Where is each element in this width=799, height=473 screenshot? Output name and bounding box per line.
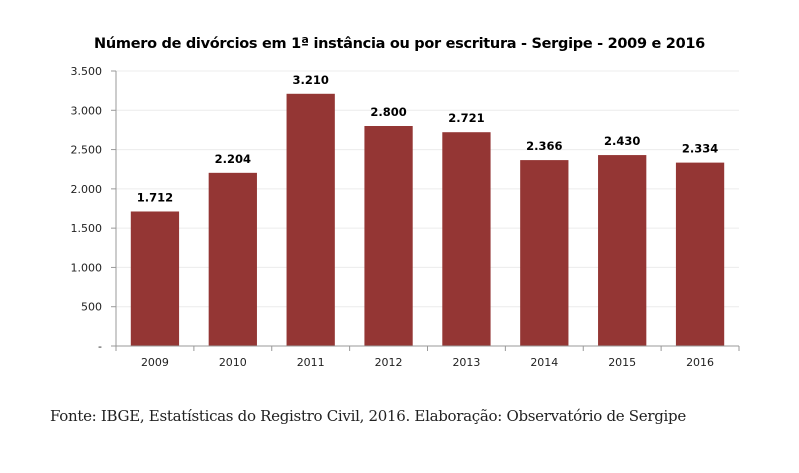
- y-tick-label: 2.500: [71, 144, 103, 157]
- data-label: 2.800: [370, 105, 406, 119]
- y-tick-label: 1.000: [71, 261, 103, 274]
- bar: [520, 160, 569, 346]
- y-tick-label: -: [98, 340, 102, 353]
- data-label: 2.204: [215, 152, 251, 166]
- y-tick-label: 3.000: [71, 104, 103, 117]
- bar: [598, 155, 647, 346]
- bar: [675, 162, 725, 346]
- data-label: 2.334: [682, 142, 718, 156]
- bars: [130, 93, 725, 347]
- x-tick-label: 2016: [686, 356, 714, 369]
- x-tick-label: 2011: [297, 356, 325, 369]
- bar: [130, 211, 180, 346]
- x-tick-label: 2012: [375, 356, 403, 369]
- data-label: 1.712: [137, 190, 173, 204]
- data-label: 2.430: [604, 134, 640, 148]
- y-tick-label: 1.500: [71, 222, 103, 235]
- source-note: Fonte: IBGE, Estatísticas do Registro Ci…: [50, 407, 686, 425]
- x-tick-label: 2014: [530, 356, 558, 369]
- axes: [111, 70, 740, 351]
- bar: [208, 172, 257, 346]
- bar: [286, 93, 335, 347]
- y-tick-label: 500: [81, 301, 102, 314]
- x-tick-label: 2015: [608, 356, 636, 369]
- x-tick-label: 2009: [141, 356, 169, 369]
- x-tick-label: 2013: [452, 356, 480, 369]
- bar-chart: - 500 1.000 1.500 2.000 2.500 3.000 3.500 1.712 2…: [71, 65, 740, 369]
- y-tick-label: 3.500: [71, 65, 103, 78]
- data-label: 2.366: [526, 139, 562, 153]
- bar: [442, 132, 491, 346]
- labels: - 500 1.000 1.500 2.000 2.500 3.000 3.500 1.712 2…: [71, 65, 719, 369]
- chart-title: Número de divórcios em 1ª instância ou p…: [94, 36, 705, 52]
- data-label: 3.210: [292, 73, 328, 87]
- y-tick-label: 2.000: [71, 183, 103, 196]
- x-tick-label: 2010: [219, 356, 247, 369]
- data-label: 2.721: [448, 111, 484, 125]
- bar: [364, 126, 413, 346]
